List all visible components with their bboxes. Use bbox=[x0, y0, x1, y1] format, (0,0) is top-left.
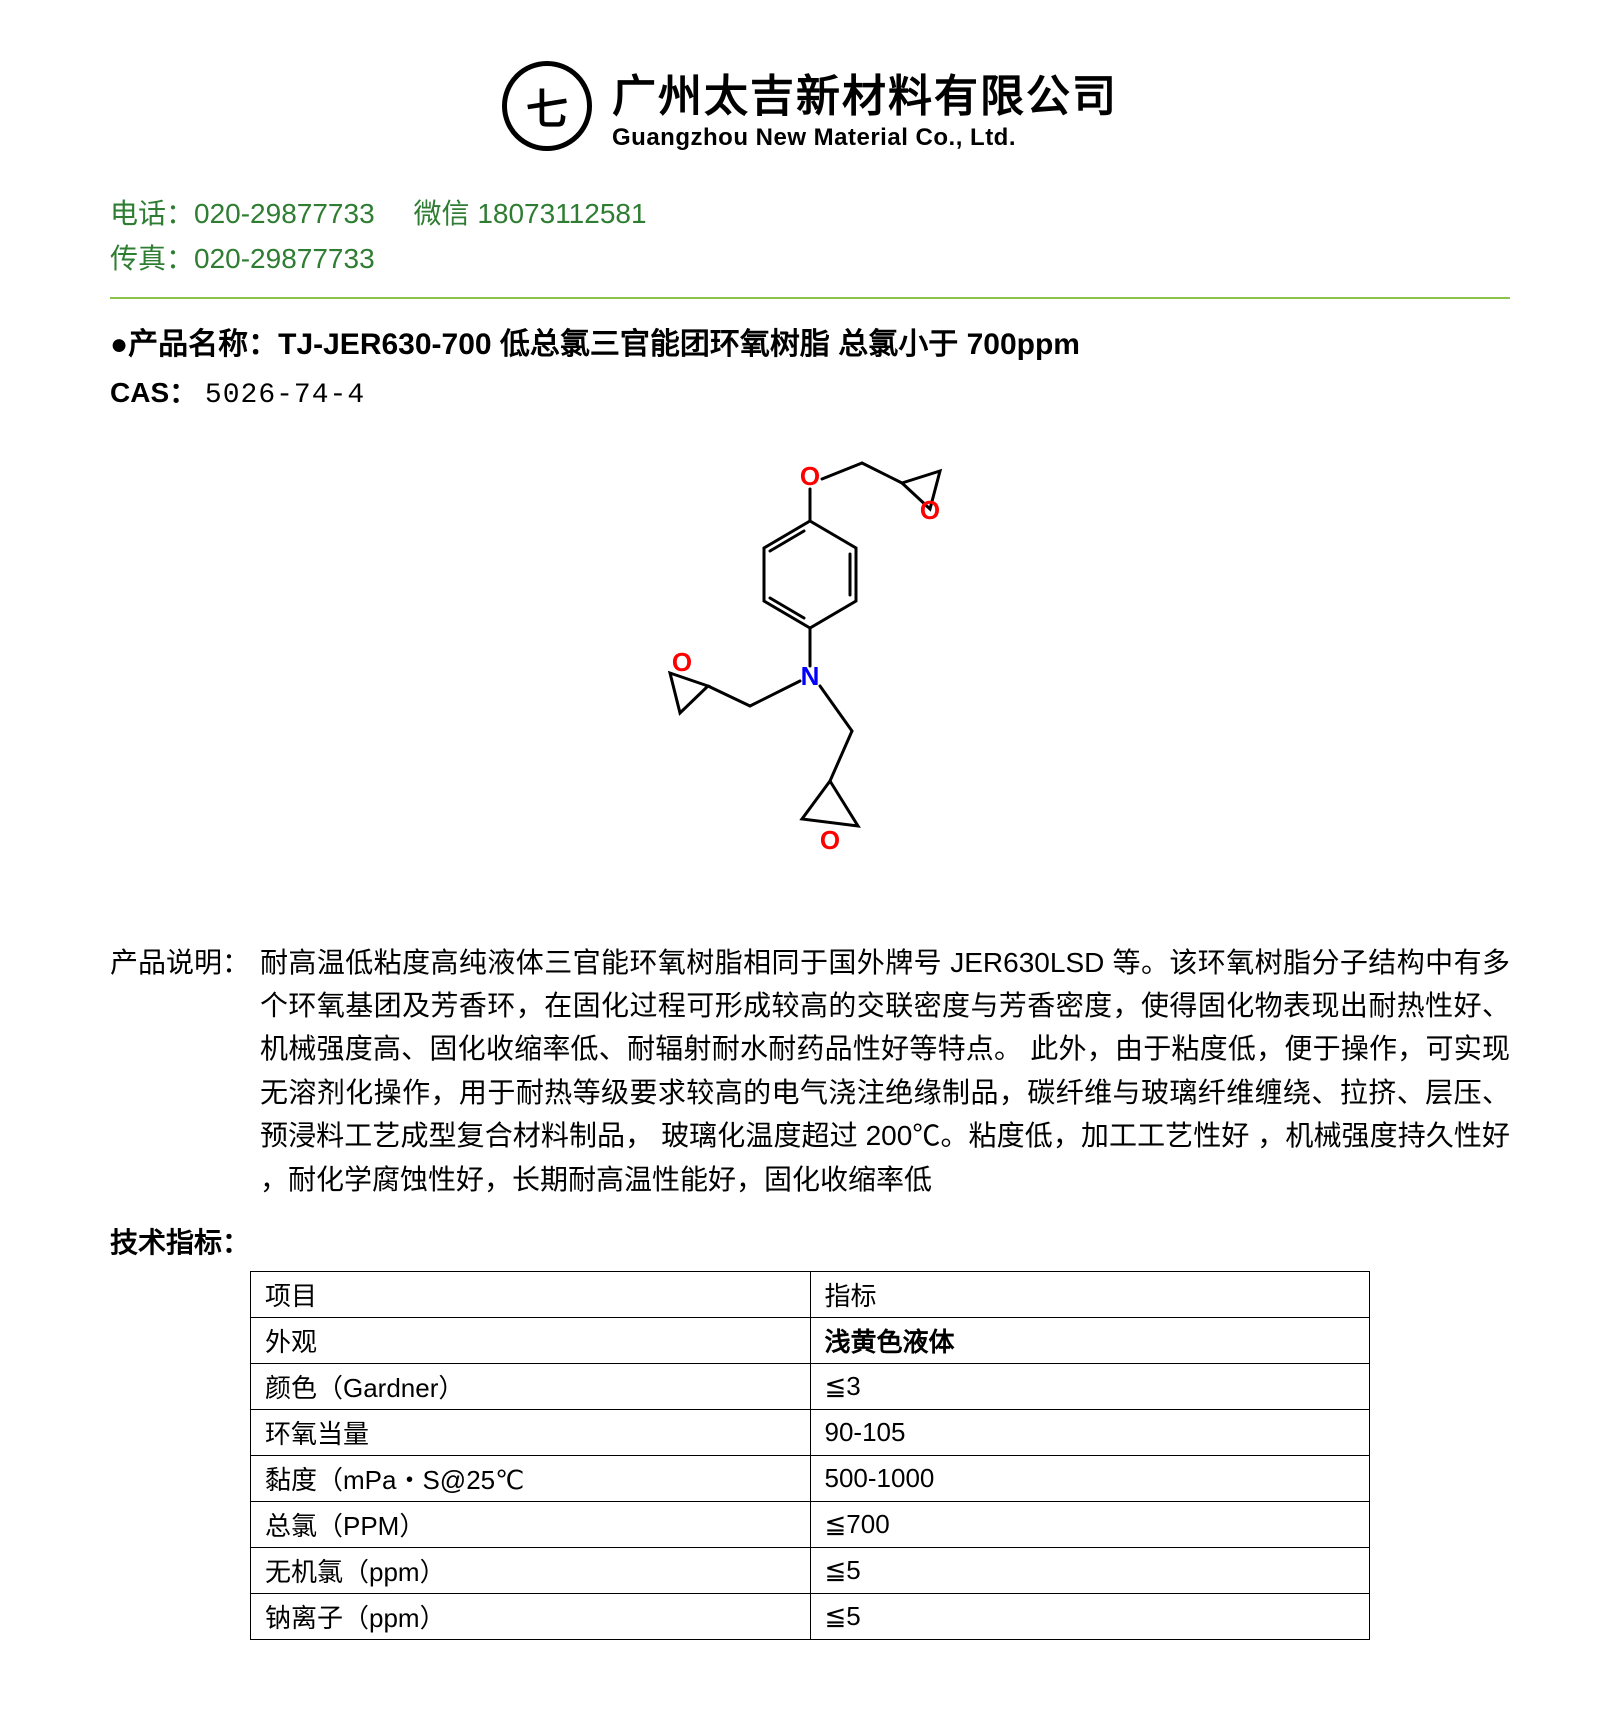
spec-value: ≦700 bbox=[810, 1501, 1370, 1547]
phone-label: 电话： bbox=[110, 198, 194, 229]
logo-icon: 七 bbox=[502, 61, 592, 151]
spec-item: 外观 bbox=[251, 1317, 811, 1363]
specs-label: 技术指标： bbox=[110, 1221, 1510, 1261]
description-label: 产品说明： bbox=[110, 947, 250, 978]
spec-item: 黏度（mPa・S@25℃ bbox=[251, 1455, 811, 1501]
spec-item: 钠离子（ppm） bbox=[251, 1593, 811, 1639]
bullet-icon: ● bbox=[110, 328, 128, 361]
table-row: 黏度（mPa・S@25℃500-1000 bbox=[251, 1455, 1370, 1501]
table-header-item: 项目 bbox=[251, 1271, 811, 1317]
spec-value: 90-105 bbox=[810, 1409, 1370, 1455]
table-row: 无机氯（ppm）≦5 bbox=[251, 1547, 1370, 1593]
contact-phone-line: 电话：020-29877733 微信 18073112581 bbox=[110, 192, 1510, 237]
specs-table: 项目指标外观浅黄色液体颜色（Gardner） ≦3环氧当量90-105黏度（mP… bbox=[250, 1271, 1370, 1640]
product-name-label: 产品名称： bbox=[128, 328, 278, 361]
description-text: 耐高温低粘度高纯液体三官能环氧树脂相同于国外牌号 JER630LSD 等。该环氧… bbox=[260, 947, 1510, 1195]
spec-item: 总氯（PPM） bbox=[251, 1501, 811, 1547]
spec-item: 环氧当量 bbox=[251, 1409, 811, 1455]
spec-value: ≦5 bbox=[810, 1593, 1370, 1639]
contact-block: 电话：020-29877733 微信 18073112581 传真：020-29… bbox=[110, 192, 1510, 282]
spec-item: 颜色（Gardner） bbox=[251, 1363, 811, 1409]
table-header-spec: 指标 bbox=[810, 1271, 1370, 1317]
svg-text:O: O bbox=[920, 495, 940, 525]
spec-value: ≦3 bbox=[810, 1363, 1370, 1409]
svg-text:O: O bbox=[820, 825, 840, 855]
fax-label: 传真： bbox=[110, 243, 194, 274]
company-name-cn: 广州太吉新材料有限公司 bbox=[612, 60, 1118, 124]
molecule-svg: O O N O O bbox=[630, 441, 990, 911]
company-header: 七 广州太吉新材料有限公司 Guangzhou New Material Co.… bbox=[110, 60, 1510, 152]
cas-label: CAS： bbox=[110, 377, 197, 408]
divider bbox=[110, 297, 1510, 299]
fax-value: 020-29877733 bbox=[194, 243, 375, 274]
molecule-structure: O O N O O bbox=[110, 441, 1510, 911]
company-name-en: Guangzhou New Material Co., Ltd. bbox=[612, 124, 1118, 152]
wechat-label: 微信 bbox=[414, 198, 478, 229]
cas-line: CAS： 5026-74-4 bbox=[110, 371, 1510, 411]
svg-text:O: O bbox=[672, 647, 692, 677]
product-name-value: TJ-JER630-700 低总氯三官能团环氧树脂 总氯小于 700ppm bbox=[278, 328, 1080, 361]
table-row: 环氧当量90-105 bbox=[251, 1409, 1370, 1455]
svg-text:O: O bbox=[800, 461, 820, 491]
spec-value: 浅黄色液体 bbox=[810, 1317, 1370, 1363]
wechat-value: 18073112581 bbox=[477, 198, 646, 229]
company-name-block: 广州太吉新材料有限公司 Guangzhou New Material Co., … bbox=[612, 60, 1118, 152]
contact-fax-line: 传真：020-29877733 bbox=[110, 237, 1510, 282]
product-name-line: ●产品名称：TJ-JER630-700 低总氯三官能团环氧树脂 总氯小于 700… bbox=[110, 319, 1510, 363]
spec-value: ≦5 bbox=[810, 1547, 1370, 1593]
table-row: 外观浅黄色液体 bbox=[251, 1317, 1370, 1363]
spec-item: 无机氯（ppm） bbox=[251, 1547, 811, 1593]
table-row: 钠离子（ppm）≦5 bbox=[251, 1593, 1370, 1639]
description-block: 产品说明： 耐高温低粘度高纯液体三官能环氧树脂相同于国外牌号 JER630LSD… bbox=[110, 941, 1510, 1201]
cas-value: 5026-74-4 bbox=[205, 380, 365, 411]
phone-value: 020-29877733 bbox=[194, 198, 375, 229]
svg-text:N: N bbox=[801, 661, 820, 691]
table-row: 总氯（PPM）≦700 bbox=[251, 1501, 1370, 1547]
table-row: 项目指标 bbox=[251, 1271, 1370, 1317]
spec-value: 500-1000 bbox=[810, 1455, 1370, 1501]
table-row: 颜色（Gardner） ≦3 bbox=[251, 1363, 1370, 1409]
logo-char: 七 bbox=[526, 76, 568, 137]
